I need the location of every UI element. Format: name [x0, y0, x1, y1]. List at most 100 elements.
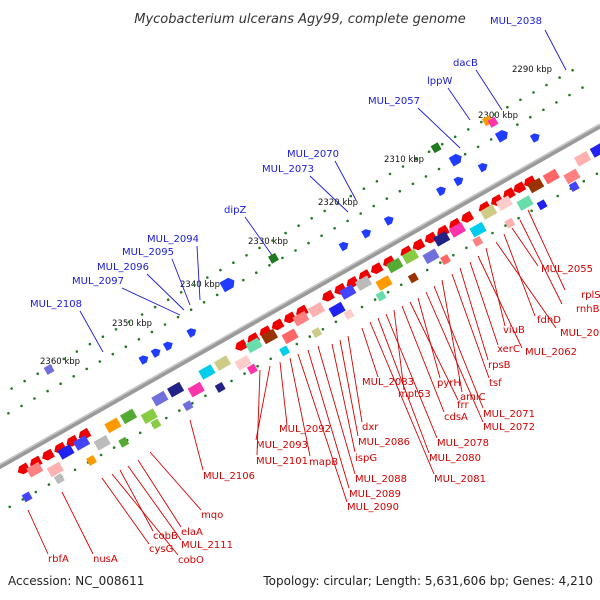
track-dot — [115, 328, 118, 331]
gene-label-inner: pyrH — [437, 378, 461, 389]
gene-feature-shape — [219, 276, 237, 292]
gene-label-outer: MUL_2096 — [97, 262, 149, 273]
track-dot — [350, 195, 353, 198]
label-leader-line — [197, 246, 200, 300]
label-leader-line — [470, 262, 498, 345]
track-dot — [323, 210, 326, 213]
track-dot — [374, 298, 377, 301]
track-dot — [545, 84, 548, 87]
gene-label-outer: lppW — [427, 76, 452, 87]
cog-block — [537, 199, 548, 210]
track-dot — [256, 365, 259, 368]
label-leader-line — [190, 420, 203, 470]
track-dot — [310, 217, 313, 220]
gene-feature-shape — [453, 175, 465, 186]
cog-block-shape — [215, 382, 226, 393]
track-dot — [269, 358, 272, 361]
cog-block — [268, 253, 279, 264]
track-dot — [76, 350, 79, 353]
gene-label-inner: mapB — [309, 457, 338, 468]
track-dot — [190, 308, 193, 311]
gene-label-inner: rnhB — [576, 304, 600, 315]
gene-label-inner: MUL_2055 — [541, 264, 593, 275]
cog-block-shape — [590, 142, 600, 158]
label-leader-line — [418, 298, 440, 378]
track-dot — [141, 313, 144, 316]
gene-feature-shape — [163, 340, 175, 351]
gene-feature-arrow — [459, 211, 474, 225]
gene-label-inner: MUL_2086 — [358, 437, 410, 448]
gene-feature-shape — [186, 326, 198, 337]
track-dot — [102, 335, 105, 338]
track-dot — [242, 279, 245, 282]
track-dot — [100, 454, 103, 457]
cog-block-shape — [543, 169, 560, 185]
cog-block — [408, 272, 419, 283]
cog-block-shape — [329, 302, 346, 318]
gene-feature-arrow — [495, 128, 510, 143]
label-leader-line — [340, 340, 358, 436]
gene-label-inner: cobB — [153, 531, 178, 542]
track-dot — [583, 180, 586, 183]
gene-feature-shape — [495, 128, 510, 143]
track-dot — [165, 417, 168, 420]
gene-label-inner: cdsA — [444, 412, 468, 423]
track-dot — [309, 335, 312, 338]
cog-block-shape — [375, 275, 392, 291]
tick-label: 2360 kbp — [40, 357, 80, 367]
track-dot — [363, 187, 366, 190]
cog-block — [167, 382, 184, 398]
gene-feature-arrow — [449, 152, 464, 167]
topology-text: Topology: circular; Length: 5,631,606 bp… — [262, 574, 593, 588]
cog-block-shape — [151, 391, 168, 407]
cog-block-shape — [188, 382, 205, 398]
gene-feature-arrow — [186, 326, 198, 337]
label-leader-line — [138, 460, 181, 527]
gene-label-inner: MUL_2088 — [355, 474, 407, 485]
track-dot — [258, 247, 261, 250]
track-dot — [452, 254, 455, 257]
gene-label-outer: MUL_2073 — [262, 164, 314, 175]
gene-feature-arrow — [139, 353, 151, 364]
cog-block-shape — [120, 409, 137, 425]
track-dot — [178, 409, 181, 412]
cog-block — [183, 400, 194, 411]
track-dot — [480, 121, 483, 124]
cog-block-shape — [308, 302, 325, 318]
gene-feature-arrow — [320, 290, 335, 304]
label-leader-line — [520, 220, 562, 304]
gene-feature-arrow — [384, 214, 396, 225]
track-dot — [490, 138, 493, 141]
gene-label-inner: nusA — [93, 554, 118, 565]
cog-block — [198, 364, 215, 380]
gene-label-inner: MUL_2093 — [256, 440, 308, 451]
track-dot — [268, 264, 271, 267]
gene-feature-arrow — [530, 131, 542, 142]
cog-block — [279, 345, 290, 356]
gene-feature-shape — [449, 152, 464, 167]
cog-block — [311, 327, 322, 338]
cog-block-shape — [214, 355, 231, 371]
label-leader-line — [280, 362, 287, 425]
track-dot — [389, 173, 392, 176]
track-dot — [402, 165, 405, 168]
track-dot — [361, 306, 364, 309]
track-dot — [439, 261, 442, 264]
cog-block-shape — [563, 169, 580, 185]
gene-feature-shape — [436, 185, 448, 196]
cog-block-shape — [516, 195, 533, 211]
gene-feature-arrow — [478, 161, 490, 172]
label-leader-line — [80, 311, 103, 352]
cog-block-shape — [537, 199, 548, 210]
cog-block — [440, 254, 451, 265]
gene-label-inner: MUL_2081 — [434, 474, 486, 485]
gene-label-outer: MUL_2094 — [147, 234, 199, 245]
label-leader-line — [62, 492, 93, 554]
gene-feature-arrow — [369, 262, 384, 276]
track-dot — [372, 205, 375, 208]
gene-feature-arrow — [151, 346, 163, 357]
track-dot — [271, 239, 274, 242]
track-dot — [180, 291, 183, 294]
gene-label-inner: rbfA — [48, 554, 69, 565]
track-dot — [74, 469, 77, 472]
